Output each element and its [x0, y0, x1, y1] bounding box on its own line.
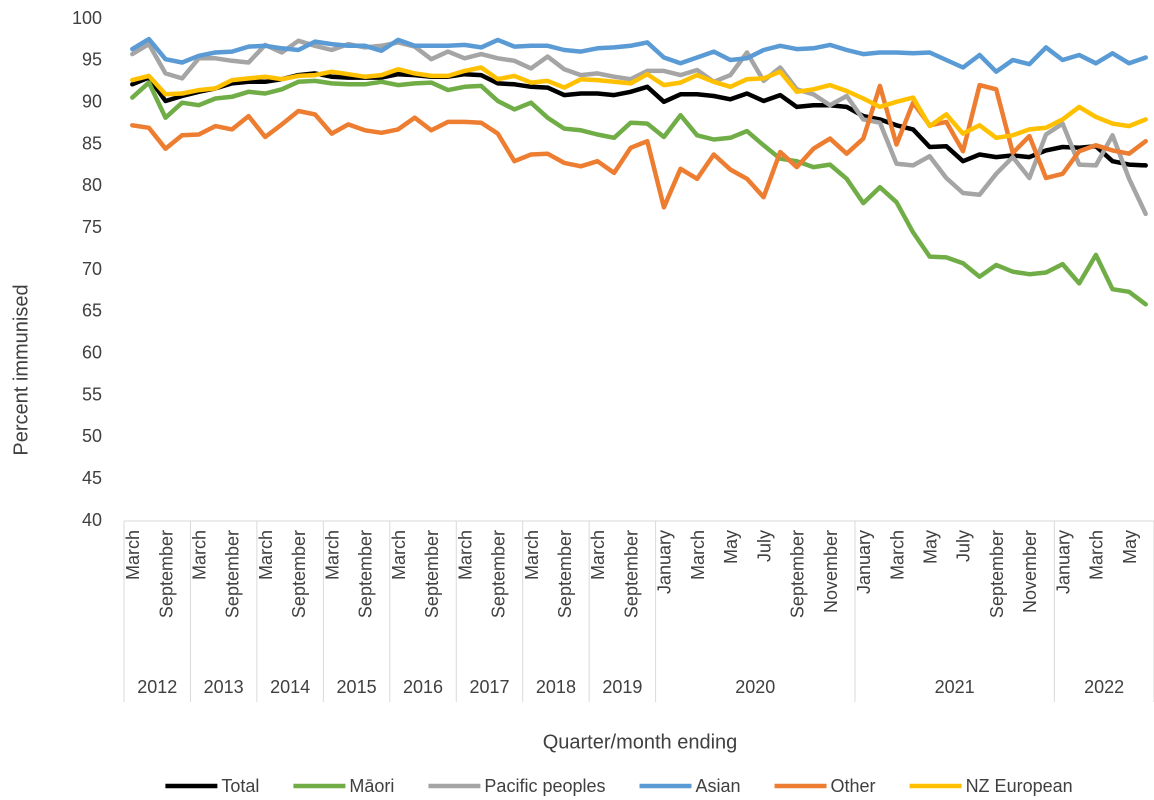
- series-line: [130, 38, 1148, 217]
- y-tick-label: 80: [82, 175, 102, 195]
- series-line: [130, 36, 1148, 74]
- x-tick-label: March: [256, 530, 276, 580]
- group-label: 2016: [403, 677, 443, 697]
- y-tick-label: 40: [82, 510, 102, 530]
- series-line: [130, 65, 1148, 141]
- x-tick-label: March: [190, 530, 210, 580]
- x-tick-label: January: [655, 530, 675, 594]
- x-tick-label: March: [887, 530, 907, 580]
- x-tick-label: January: [1053, 530, 1073, 594]
- x-tick-label: September: [289, 530, 309, 618]
- y-tick-label: 45: [82, 468, 102, 488]
- x-tick-label: May: [721, 530, 741, 564]
- legend-label: Pacific peoples: [484, 776, 605, 796]
- x-tick-label: September: [489, 530, 509, 618]
- x-axis-title: Quarter/month ending: [543, 731, 738, 753]
- x-tick-label: March: [455, 530, 475, 580]
- legend-label: Total: [221, 776, 259, 796]
- x-tick-label: January: [854, 530, 874, 594]
- legend-label: Asian: [696, 776, 741, 796]
- y-tick-label: 90: [82, 91, 102, 111]
- y-tick-label: 85: [82, 133, 102, 153]
- x-tick-label: November: [1020, 530, 1040, 613]
- x-tick-label: March: [588, 530, 608, 580]
- x-tick-label: September: [156, 530, 176, 618]
- y-tick-label: 50: [82, 426, 102, 446]
- y-axis-title: Percent immunised: [10, 284, 32, 455]
- group-label: 2017: [469, 677, 509, 697]
- x-tick-label: September: [223, 530, 243, 618]
- group-label: 2012: [137, 677, 177, 697]
- y-tick-label: 55: [82, 384, 102, 404]
- legend-label: Other: [831, 776, 876, 796]
- x-tick-label: September: [621, 530, 641, 618]
- y-tick-label: 75: [82, 217, 102, 237]
- group-label: 2018: [536, 677, 576, 697]
- group-label: 2022: [1084, 677, 1124, 697]
- x-tick-label: July: [754, 530, 774, 562]
- y-tick-label: 95: [82, 50, 102, 70]
- group-label: 2014: [270, 677, 310, 697]
- x-tick-label: March: [1087, 530, 1107, 580]
- group-label: 2019: [602, 677, 642, 697]
- series-line: [130, 78, 1148, 307]
- x-tick-label: March: [522, 530, 542, 580]
- x-tick-label: September: [788, 530, 808, 618]
- x-tick-label: May: [920, 530, 940, 564]
- group-label: 2013: [204, 677, 244, 697]
- x-tick-label: September: [987, 530, 1007, 618]
- x-tick-label: July: [954, 530, 974, 562]
- x-tick-label: May: [1120, 530, 1140, 564]
- group-label: 2015: [337, 677, 377, 697]
- legend-label: NZ European: [966, 776, 1073, 796]
- y-tick-label: 100: [72, 8, 102, 28]
- x-tick-label: September: [555, 530, 575, 618]
- x-tick-label: March: [123, 530, 143, 580]
- y-tick-label: 60: [82, 342, 102, 362]
- y-tick-label: 70: [82, 259, 102, 279]
- x-tick-label: November: [821, 530, 841, 613]
- x-tick-label: March: [322, 530, 342, 580]
- y-tick-label: 65: [82, 301, 102, 321]
- legend-label: Māori: [349, 776, 394, 796]
- x-tick-label: September: [422, 530, 442, 618]
- group-label: 2020: [735, 677, 775, 697]
- x-tick-label: March: [688, 530, 708, 580]
- group-label: 2021: [935, 677, 975, 697]
- x-tick-label: September: [356, 530, 376, 618]
- x-tick-label: March: [389, 530, 409, 580]
- series-line: [130, 82, 1148, 210]
